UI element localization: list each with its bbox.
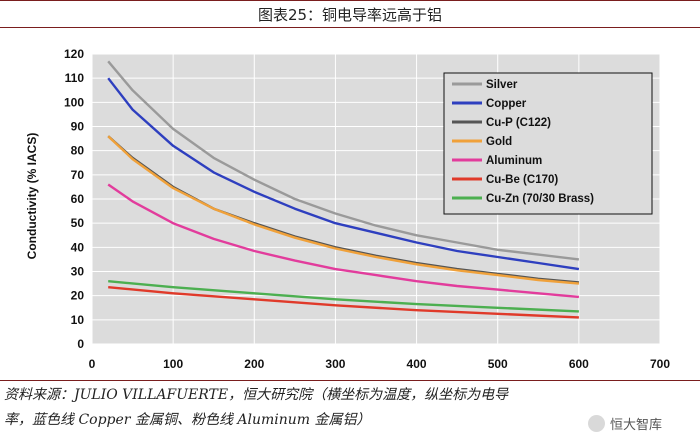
legend-label: Cu-P (C122) (486, 117, 551, 129)
x-tick-label: 100 (163, 357, 183, 371)
series-line-0 (107, 60, 580, 261)
x-tick-label: 600 (569, 357, 589, 371)
y-tick-label: 60 (71, 192, 85, 206)
y-axis-title: Conductivity (% IACS) (25, 133, 39, 260)
y-tick-label: 40 (71, 240, 85, 254)
source-note-line-2: 率，蓝色线 Copper 金属铜、粉色线 Aluminum 金属铝） (4, 412, 371, 428)
y-tick-label: 120 (64, 47, 84, 61)
y-tick-label: 20 (71, 289, 85, 303)
y-tick-label: 100 (64, 95, 84, 109)
source-note-line-1: 资料来源：JULIO VILLAFUERTE，恒大研究院（横坐标为温度，纵坐标为… (4, 387, 509, 403)
legend-label: Cu-Be (C170) (486, 174, 558, 186)
y-tick-label: 70 (71, 168, 85, 182)
y-tick-label: 30 (71, 265, 85, 279)
legend-label: Silver (486, 79, 518, 91)
y-tick-label: 80 (71, 144, 85, 158)
y-tick-label: 50 (71, 216, 85, 230)
y-tick-label: 0 (77, 337, 84, 351)
series-lines (107, 60, 580, 319)
series-line-6 (108, 280, 579, 313)
source-note: 资料来源：JULIO VILLAFUERTE，恒大研究院（横坐标为温度，纵坐标为… (4, 383, 594, 433)
x-tick-label: 700 (650, 357, 670, 371)
legend-box (443, 72, 653, 215)
x-tick-label: 400 (407, 357, 427, 371)
figure-title-bar: 图表25：铜电导率远高于铝 (0, 0, 700, 28)
watermark: 恒大智库 (588, 412, 662, 434)
legend-label: Cu-Zn (70/30 Brass) (486, 193, 594, 205)
series-line-3 (107, 135, 580, 285)
y-tick-label: 10 (71, 313, 85, 327)
legend-label: Copper (486, 98, 527, 110)
legend-label: Aluminum (486, 155, 542, 167)
watermark-logo-icon (588, 414, 605, 432)
x-tick-label: 0 (89, 357, 96, 371)
footer-divider (0, 380, 700, 381)
series-line-4 (107, 183, 580, 299)
x-tick-label: 500 (488, 357, 508, 371)
y-tick-label: 90 (71, 120, 85, 134)
x-tick-label: 300 (325, 357, 345, 371)
legend-label: Gold (486, 136, 512, 148)
y-tick-label: 110 (65, 71, 85, 85)
figure-title: 图表25：铜电导率远高于铝 (257, 5, 443, 24)
series-line-5 (108, 286, 579, 319)
watermark-text: 恒大智库 (610, 417, 663, 433)
tick-labels: 0 10 20 30 40 50 60 70 80 90 100 110 120 0 100 200 300 40… (64, 47, 670, 371)
series-line-1 (107, 77, 580, 271)
conductivity-chart: 0 10 20 30 40 50 60 70 80 90 100 110 120 0 100 200 300 40… (25, 47, 670, 371)
x-tick-label: 200 (244, 357, 264, 371)
legend: Silver Copper Cu-P (C122) Gold Aluminum Cu-Be… (443, 72, 653, 215)
